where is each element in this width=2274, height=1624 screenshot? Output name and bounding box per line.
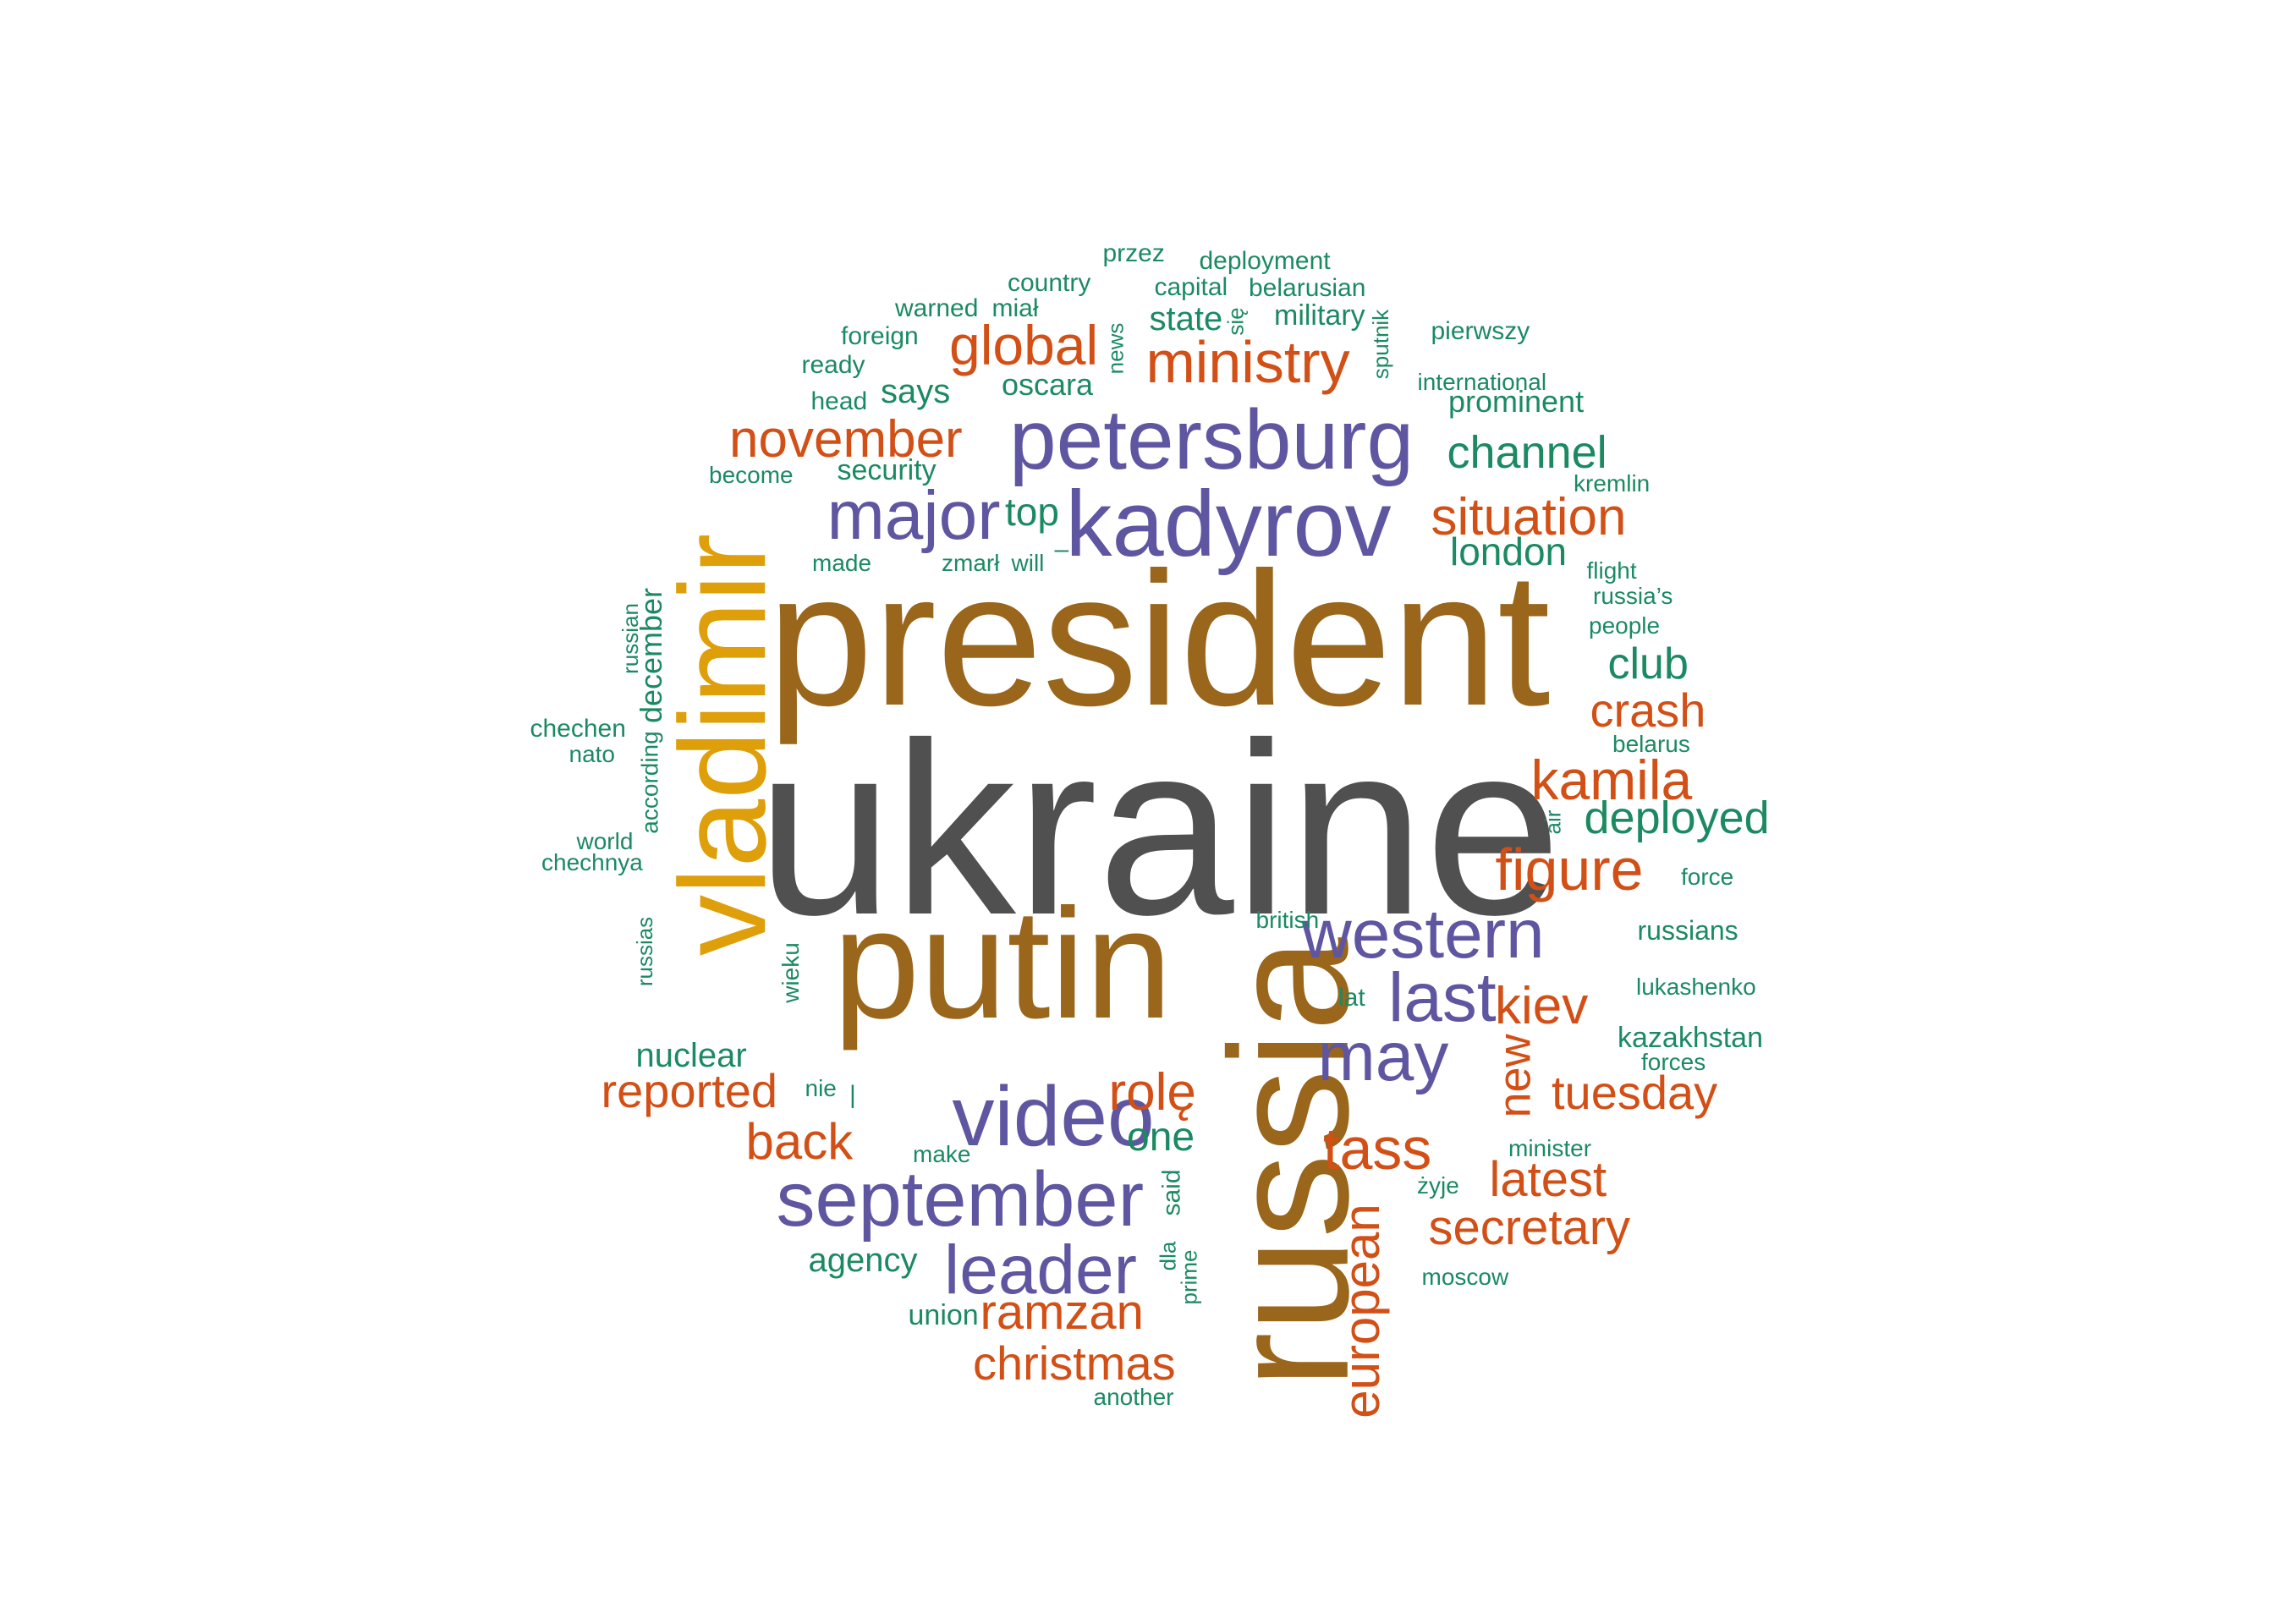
cloud-word: channel bbox=[1447, 427, 1607, 478]
cloud-word: air bbox=[1539, 809, 1565, 835]
cloud-word: foreign bbox=[841, 322, 919, 350]
cloud-word: minister bbox=[1508, 1135, 1592, 1161]
cloud-word: kamila bbox=[1530, 749, 1693, 811]
cloud-word: vladimir bbox=[654, 533, 792, 956]
cloud-word: kremlin bbox=[1574, 470, 1651, 497]
cloud-word: november bbox=[729, 410, 963, 469]
cloud-word: ready bbox=[801, 351, 865, 379]
cloud-word: prominent bbox=[1448, 384, 1585, 419]
cloud-word: latest bbox=[1489, 1152, 1607, 1207]
cloud-word: top bbox=[1005, 490, 1059, 534]
cloud-word: will bbox=[1011, 550, 1045, 576]
cloud-word: nato bbox=[568, 741, 616, 767]
cloud-word: flight bbox=[1586, 557, 1637, 584]
cloud-word: ministry bbox=[1145, 329, 1350, 395]
cloud-word: tass bbox=[1323, 1116, 1432, 1182]
cloud-word: oscara bbox=[1002, 367, 1094, 402]
cloud-word: putin bbox=[832, 876, 1173, 1051]
cloud-word: one bbox=[1127, 1115, 1195, 1160]
cloud-word: lukashenko bbox=[1636, 974, 1756, 1000]
cloud-word: kadyrov bbox=[1065, 472, 1392, 576]
cloud-word: christmas bbox=[973, 1336, 1176, 1390]
cloud-word: figure bbox=[1495, 837, 1644, 903]
cloud-word: ukraine bbox=[756, 692, 1562, 966]
cloud-word: military bbox=[1274, 299, 1365, 332]
cloud-word: się bbox=[1222, 307, 1249, 336]
cloud-word: european bbox=[1332, 1204, 1390, 1418]
cloud-word: chechen bbox=[530, 715, 626, 743]
cloud-word: western bbox=[1301, 896, 1545, 973]
cloud-word: december bbox=[634, 587, 669, 724]
cloud-word: new bbox=[1489, 1034, 1541, 1118]
cloud-word: news bbox=[1101, 322, 1128, 375]
cloud-word: nuclear bbox=[635, 1037, 747, 1074]
cloud-word: forces bbox=[1641, 1049, 1706, 1075]
cloud-word: belarus bbox=[1612, 731, 1690, 757]
cloud-word: dla bbox=[1154, 1241, 1180, 1271]
cloud-word: london bbox=[1450, 529, 1568, 573]
cloud-word: situation bbox=[1431, 488, 1627, 546]
cloud-word: tuesday bbox=[1552, 1066, 1718, 1119]
cloud-word: – bbox=[1054, 535, 1069, 563]
cloud-word: deployment bbox=[1199, 247, 1331, 275]
cloud-word: zmarł bbox=[942, 550, 1000, 576]
cloud-word: people bbox=[1589, 612, 1661, 639]
cloud-word: country bbox=[1008, 269, 1091, 297]
cloud-word: nie bbox=[805, 1075, 837, 1101]
cloud-word: | bbox=[849, 1081, 856, 1109]
cloud-word: chechnya bbox=[541, 849, 643, 875]
cloud-word: sputnik bbox=[1368, 309, 1394, 380]
cloud-word: said bbox=[1157, 1169, 1186, 1216]
cloud-word: head bbox=[810, 387, 868, 415]
cloud-word: another bbox=[1093, 1384, 1174, 1410]
cloud-word: lat bbox=[1338, 984, 1365, 1012]
cloud-word: ramzan bbox=[980, 1285, 1144, 1340]
cloud-word: miał bbox=[991, 294, 1039, 322]
cloud-word: video bbox=[952, 1069, 1155, 1164]
cloud-word: back bbox=[745, 1113, 854, 1170]
cloud-word: global bbox=[949, 314, 1099, 376]
cloud-word: russians bbox=[1637, 915, 1738, 946]
cloud-word: world bbox=[576, 828, 634, 854]
cloud-word: made bbox=[812, 550, 872, 576]
cloud-word: agency bbox=[808, 1242, 918, 1279]
cloud-word: crash bbox=[1590, 683, 1706, 737]
cloud-word: rolę bbox=[1108, 1063, 1196, 1122]
cloud-word: warned bbox=[895, 294, 979, 322]
cloud-word: may bbox=[1317, 1018, 1449, 1095]
cloud-word: russia’s bbox=[1593, 583, 1673, 609]
cloud-word: state bbox=[1149, 300, 1223, 337]
cloud-word: september bbox=[776, 1156, 1145, 1243]
cloud-word: żyje bbox=[1417, 1172, 1459, 1199]
cloud-word: leader bbox=[944, 1232, 1137, 1309]
cloud-word: international bbox=[1417, 369, 1547, 395]
cloud-word: major bbox=[827, 477, 1001, 554]
cloud-word: wieku bbox=[777, 942, 804, 1003]
cloud-word: belarusian bbox=[1249, 274, 1366, 302]
cloud-word: union bbox=[908, 1299, 979, 1331]
cloud-word: last bbox=[1388, 959, 1497, 1036]
cloud-word: says bbox=[881, 373, 951, 410]
cloud-word: capital bbox=[1154, 273, 1228, 301]
cloud-word: pierwszy bbox=[1431, 317, 1530, 345]
cloud-word: prime bbox=[1176, 1249, 1202, 1305]
cloud-word: przez bbox=[1102, 239, 1165, 267]
cloud-word: british bbox=[1255, 907, 1320, 933]
cloud-word: secretary bbox=[1428, 1200, 1631, 1255]
cloud-word: president bbox=[767, 531, 1551, 745]
cloud-word: according bbox=[636, 731, 663, 834]
cloud-word: moscow bbox=[1421, 1264, 1509, 1290]
cloud-word: club bbox=[1607, 639, 1689, 689]
cloud-word: reported bbox=[601, 1064, 778, 1117]
cloud-word: russias bbox=[632, 916, 658, 987]
cloud-word: force bbox=[1681, 864, 1734, 890]
cloud-word: make bbox=[913, 1141, 971, 1167]
cloud-word: kazakhstan bbox=[1618, 1022, 1763, 1054]
cloud-word: kiev bbox=[1495, 977, 1589, 1035]
cloud-word: become bbox=[709, 462, 794, 488]
cloud-word: petersburg bbox=[1009, 392, 1414, 487]
cloud-word: security bbox=[837, 454, 937, 486]
cloud-word: deployed bbox=[1584, 793, 1770, 843]
